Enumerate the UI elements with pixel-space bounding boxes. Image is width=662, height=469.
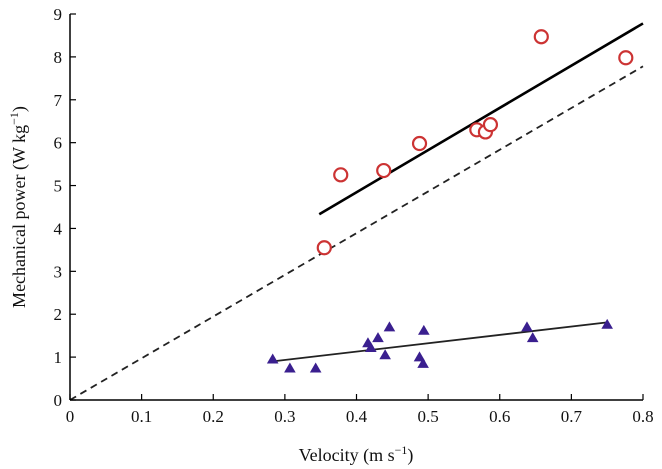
y-tick-label: 2 xyxy=(54,305,63,324)
x-tick-label: 0.6 xyxy=(489,407,510,426)
x-tick-label: 0.8 xyxy=(632,407,653,426)
data-point-circle xyxy=(411,135,428,152)
x-axis-title-sup: −1 xyxy=(395,443,408,457)
data-point-triangle xyxy=(413,351,426,362)
fit-line-1 xyxy=(318,22,644,216)
axes xyxy=(69,14,643,401)
y-tick-label: 9 xyxy=(54,5,63,24)
data-point-triangle xyxy=(372,332,384,343)
data-point-triangle xyxy=(601,318,613,329)
x-axis-title-end: ) xyxy=(407,445,413,466)
data-point-circle xyxy=(333,167,349,183)
fit-line-2 xyxy=(69,65,644,401)
y-axis-title-main: Mechanical power (W kg xyxy=(9,125,30,308)
fit-line-3 xyxy=(272,321,608,363)
y-axis-title-end: ) xyxy=(9,106,30,112)
y-tick-label: 8 xyxy=(54,48,63,67)
data-point-triangle xyxy=(284,362,296,373)
data-point-circle xyxy=(376,162,392,179)
y-axis-title: Mechanical power (W kg−1) xyxy=(7,106,30,308)
y-tick-label: 3 xyxy=(54,262,63,281)
data-point-triangle xyxy=(417,357,429,368)
data-point-triangle xyxy=(383,321,396,332)
data-point-circle xyxy=(618,50,634,66)
x-tick-label: 0.3 xyxy=(274,407,295,426)
x-axis-title-main: Velocity (m s xyxy=(299,445,395,466)
y-tick-label: 4 xyxy=(54,219,63,238)
x-tick-label: 0 xyxy=(66,407,75,426)
x-tick-label: 0.1 xyxy=(131,407,152,426)
data-point-triangle xyxy=(526,332,539,343)
y-tick-label: 7 xyxy=(54,91,63,110)
x-tick-label: 0.4 xyxy=(346,407,368,426)
y-tick-label: 5 xyxy=(54,177,63,196)
data-point-circle xyxy=(533,29,549,45)
data-point-triangle xyxy=(521,321,533,332)
x-tick-label: 0.2 xyxy=(203,407,224,426)
y-tick-label: 1 xyxy=(54,348,63,367)
y-tick-label: 6 xyxy=(54,134,63,153)
data-point-triangle xyxy=(365,341,377,352)
data-point-circle xyxy=(482,117,499,133)
x-ticks: 0 0.1 0.2 0.3 0.4 0.5 0.6 0.7 0.8 xyxy=(66,394,654,426)
x-tick-label: 0.7 xyxy=(561,407,583,426)
data-point-triangle xyxy=(266,353,279,364)
data-point-triangle xyxy=(379,349,391,360)
data-points xyxy=(266,29,634,373)
data-point-triangle xyxy=(309,362,322,373)
data-point-triangle xyxy=(418,324,430,335)
y-axis-title-sup: −1 xyxy=(7,112,21,125)
fit-lines xyxy=(69,22,644,401)
data-point-circle xyxy=(316,240,332,256)
x-tick-label: 0.5 xyxy=(418,407,439,426)
x-axis-title: Velocity (m s−1) xyxy=(299,443,414,466)
y-ticks: 0 1 2 3 4 5 6 7 8 9 xyxy=(54,5,76,410)
y-tick-label: 0 xyxy=(54,391,63,410)
